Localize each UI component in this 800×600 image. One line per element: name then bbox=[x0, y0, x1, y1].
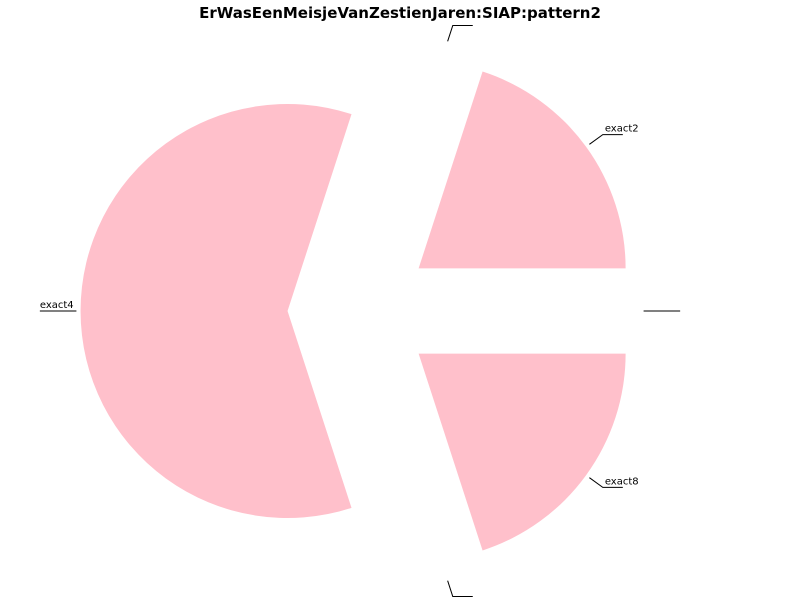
leader-line-exact2 bbox=[589, 134, 623, 145]
pie-slice-exact4 bbox=[80, 103, 352, 518]
pie-slice-exact2 bbox=[418, 71, 626, 269]
chart-title: ErWasEenMeisjeVanZestienJaren:SIAP:patte… bbox=[199, 4, 601, 22]
leader-line-empty-4 bbox=[447, 580, 473, 597]
slice-label-exact8: exact8 bbox=[605, 476, 639, 487]
slice-label-exact4: exact4 bbox=[40, 300, 74, 311]
leader-line-exact8 bbox=[589, 477, 623, 488]
leader-line-empty-0 bbox=[447, 25, 473, 42]
slice-label-exact2: exact2 bbox=[605, 124, 639, 135]
pie-slice-exact8 bbox=[418, 353, 626, 551]
